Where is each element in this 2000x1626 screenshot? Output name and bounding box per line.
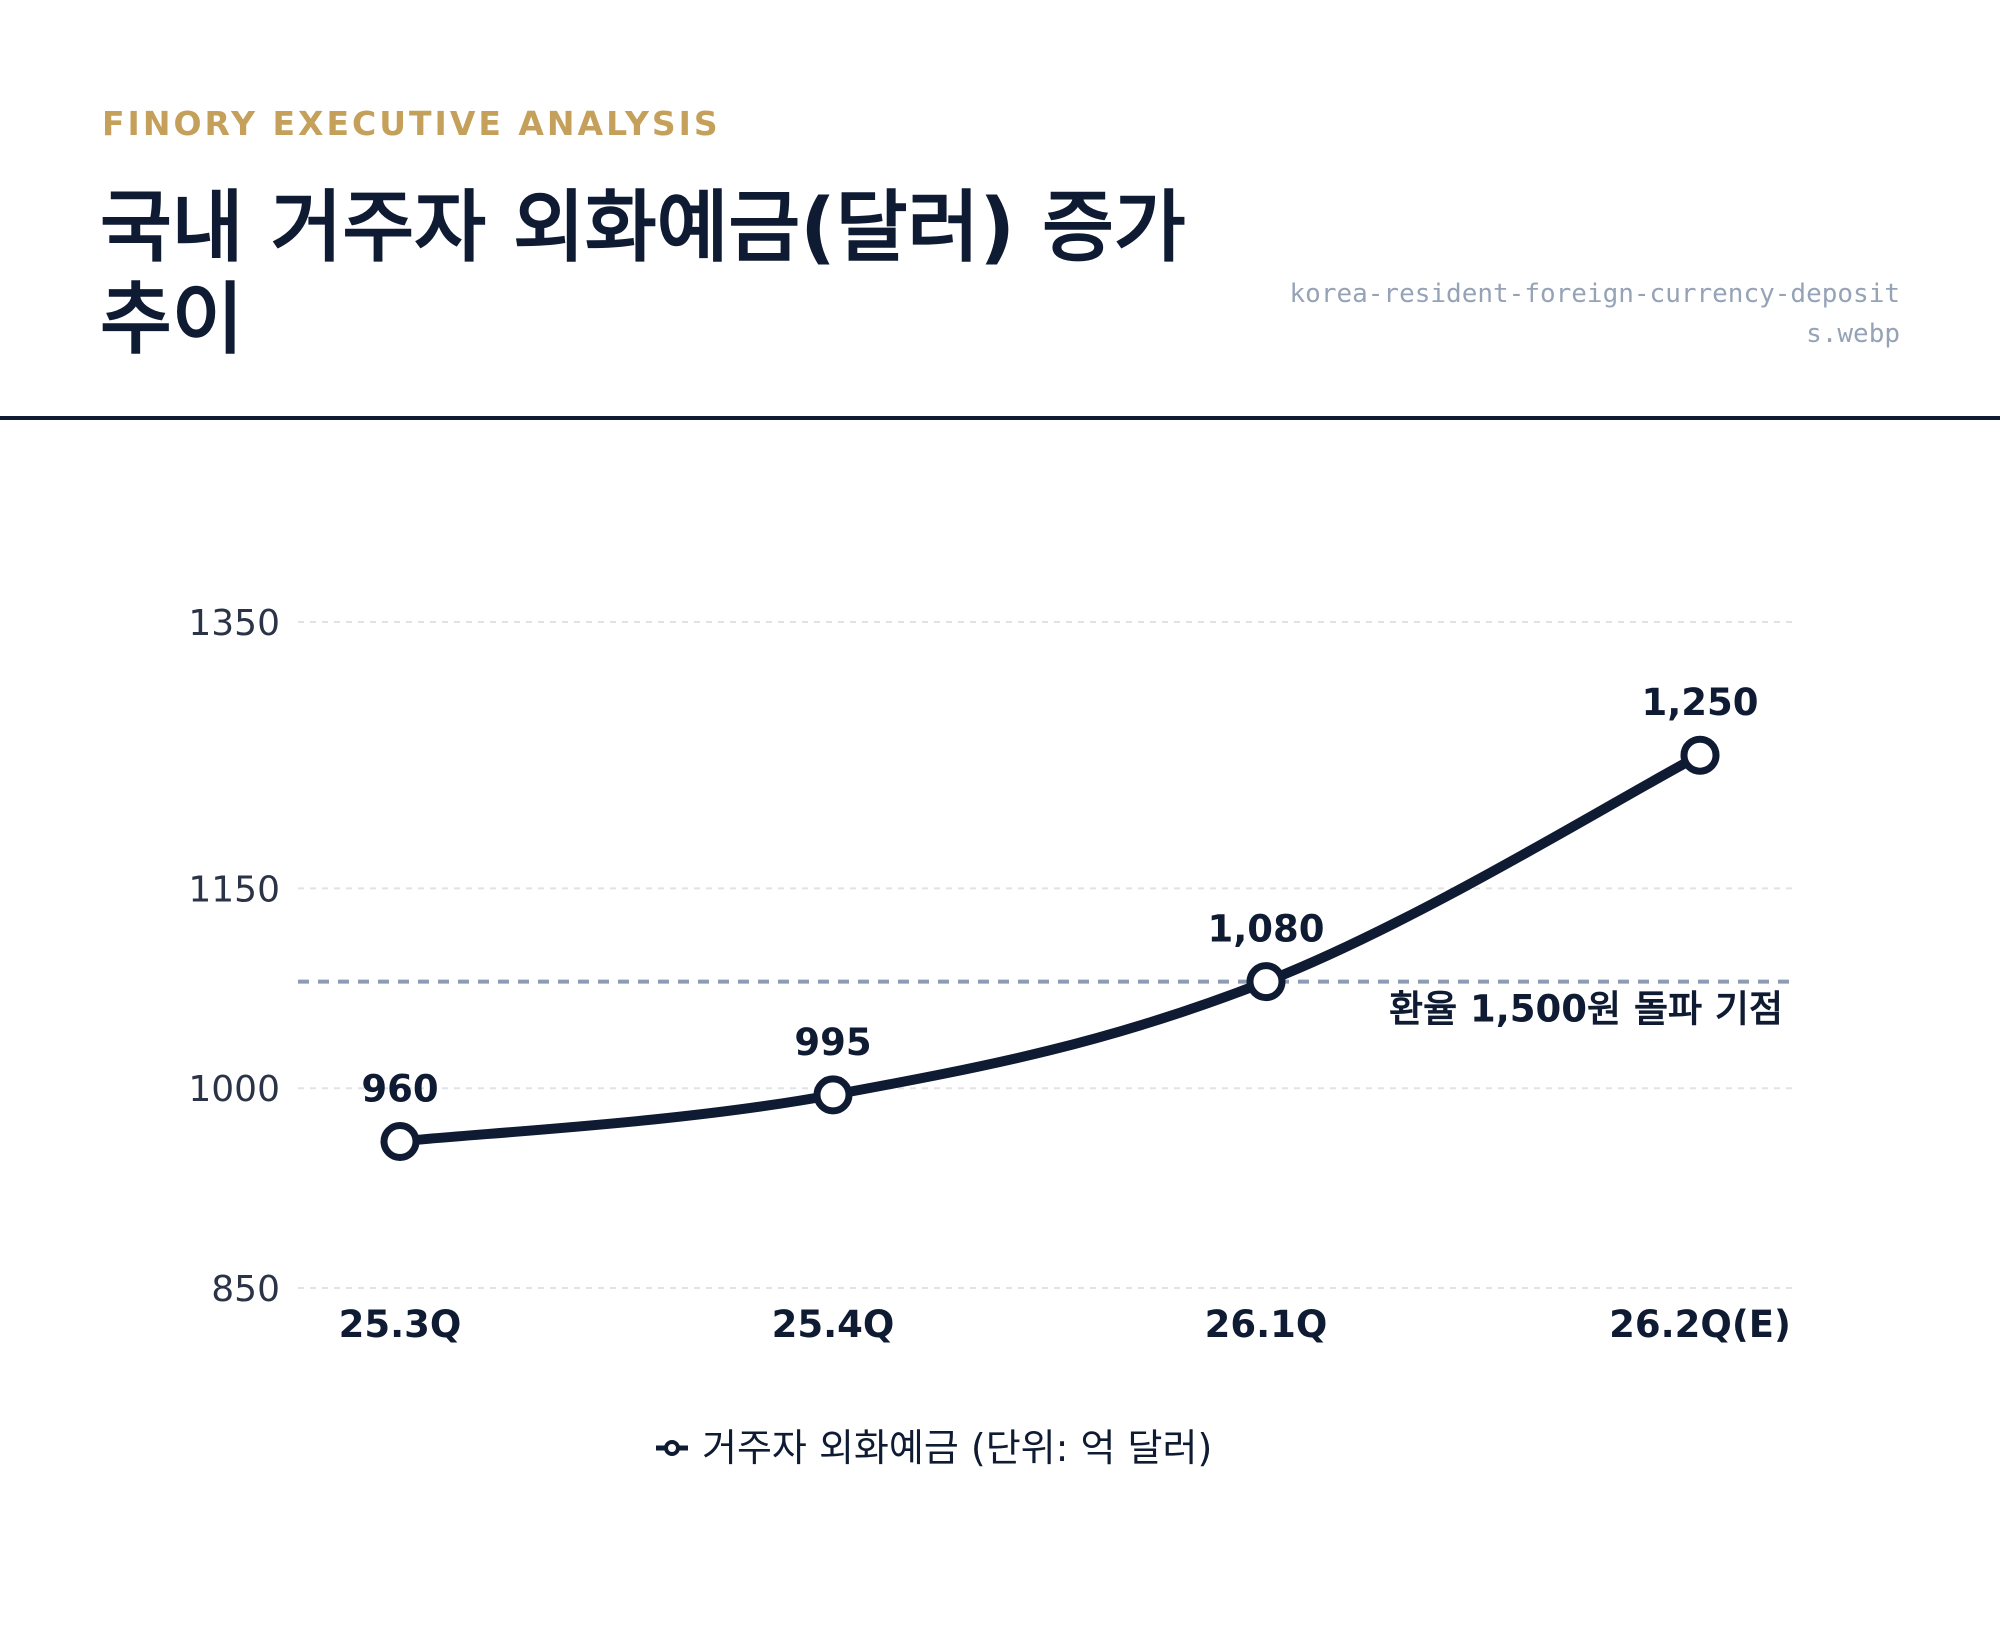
page-title: 국내 거주자 외화예금(달러) 증가 추이 bbox=[100, 183, 1186, 365]
y-tick-label: 1350 bbox=[188, 603, 280, 644]
x-tick-label: 25.4Q bbox=[772, 1303, 895, 1346]
reference-label: 환율 1,500원 돌파 기점 bbox=[1389, 988, 1783, 1031]
legend-marker-swatch bbox=[664, 1440, 680, 1456]
axis-layer: 850 1000 1150 1350 25.3Q 25.4Q 26.1Q 26.2Q(E) bbox=[188, 603, 1791, 1346]
data-point bbox=[1246, 962, 1286, 1002]
x-tick-label: 26.2Q(E) bbox=[1609, 1303, 1791, 1346]
series-line bbox=[395, 750, 1705, 1147]
legend-label: 거주자 외화예금 (단위: 억 달러) bbox=[702, 1426, 1212, 1470]
data-label: 995 bbox=[794, 1021, 871, 1064]
x-tick-label: 26.1Q bbox=[1205, 1303, 1328, 1346]
y-tick-label: 1150 bbox=[188, 869, 280, 910]
legend: 거주자 외화예금 (단위: 억 달러) bbox=[656, 1426, 1212, 1470]
header: FINORY EXECUTIVE ANALYSIS 국내 거주자 외화예금(달러… bbox=[0, 0, 2000, 420]
data-point bbox=[1680, 735, 1720, 775]
data-label: 1,080 bbox=[1207, 908, 1324, 951]
chart-area: 환율 1,500원 돌파 기점 960 995 1,080 1,250 850 1000… bbox=[0, 420, 2000, 1622]
line-chart: 환율 1,500원 돌파 기점 960 995 1,080 1,250 850 1000… bbox=[188, 603, 1795, 1470]
eyebrow-label: FINORY EXECUTIVE ANALYSIS bbox=[102, 104, 721, 143]
file-name: korea-resident-foreign-currency-deposits… bbox=[1289, 279, 1900, 349]
x-tick-label: 25.3Q bbox=[339, 1303, 462, 1346]
data-point bbox=[380, 1121, 420, 1161]
grid-layer bbox=[298, 621, 1795, 1289]
data-point bbox=[813, 1075, 853, 1115]
series-layer: 960 995 1,080 1,250 bbox=[361, 681, 1759, 1161]
data-label: 960 bbox=[361, 1067, 438, 1110]
header-divider bbox=[0, 416, 2000, 420]
reference-layer: 환율 1,500원 돌파 기점 bbox=[298, 979, 1795, 1031]
y-tick-label: 850 bbox=[211, 1269, 280, 1310]
data-label: 1,250 bbox=[1641, 681, 1758, 724]
y-tick-label: 1000 bbox=[188, 1069, 280, 1110]
